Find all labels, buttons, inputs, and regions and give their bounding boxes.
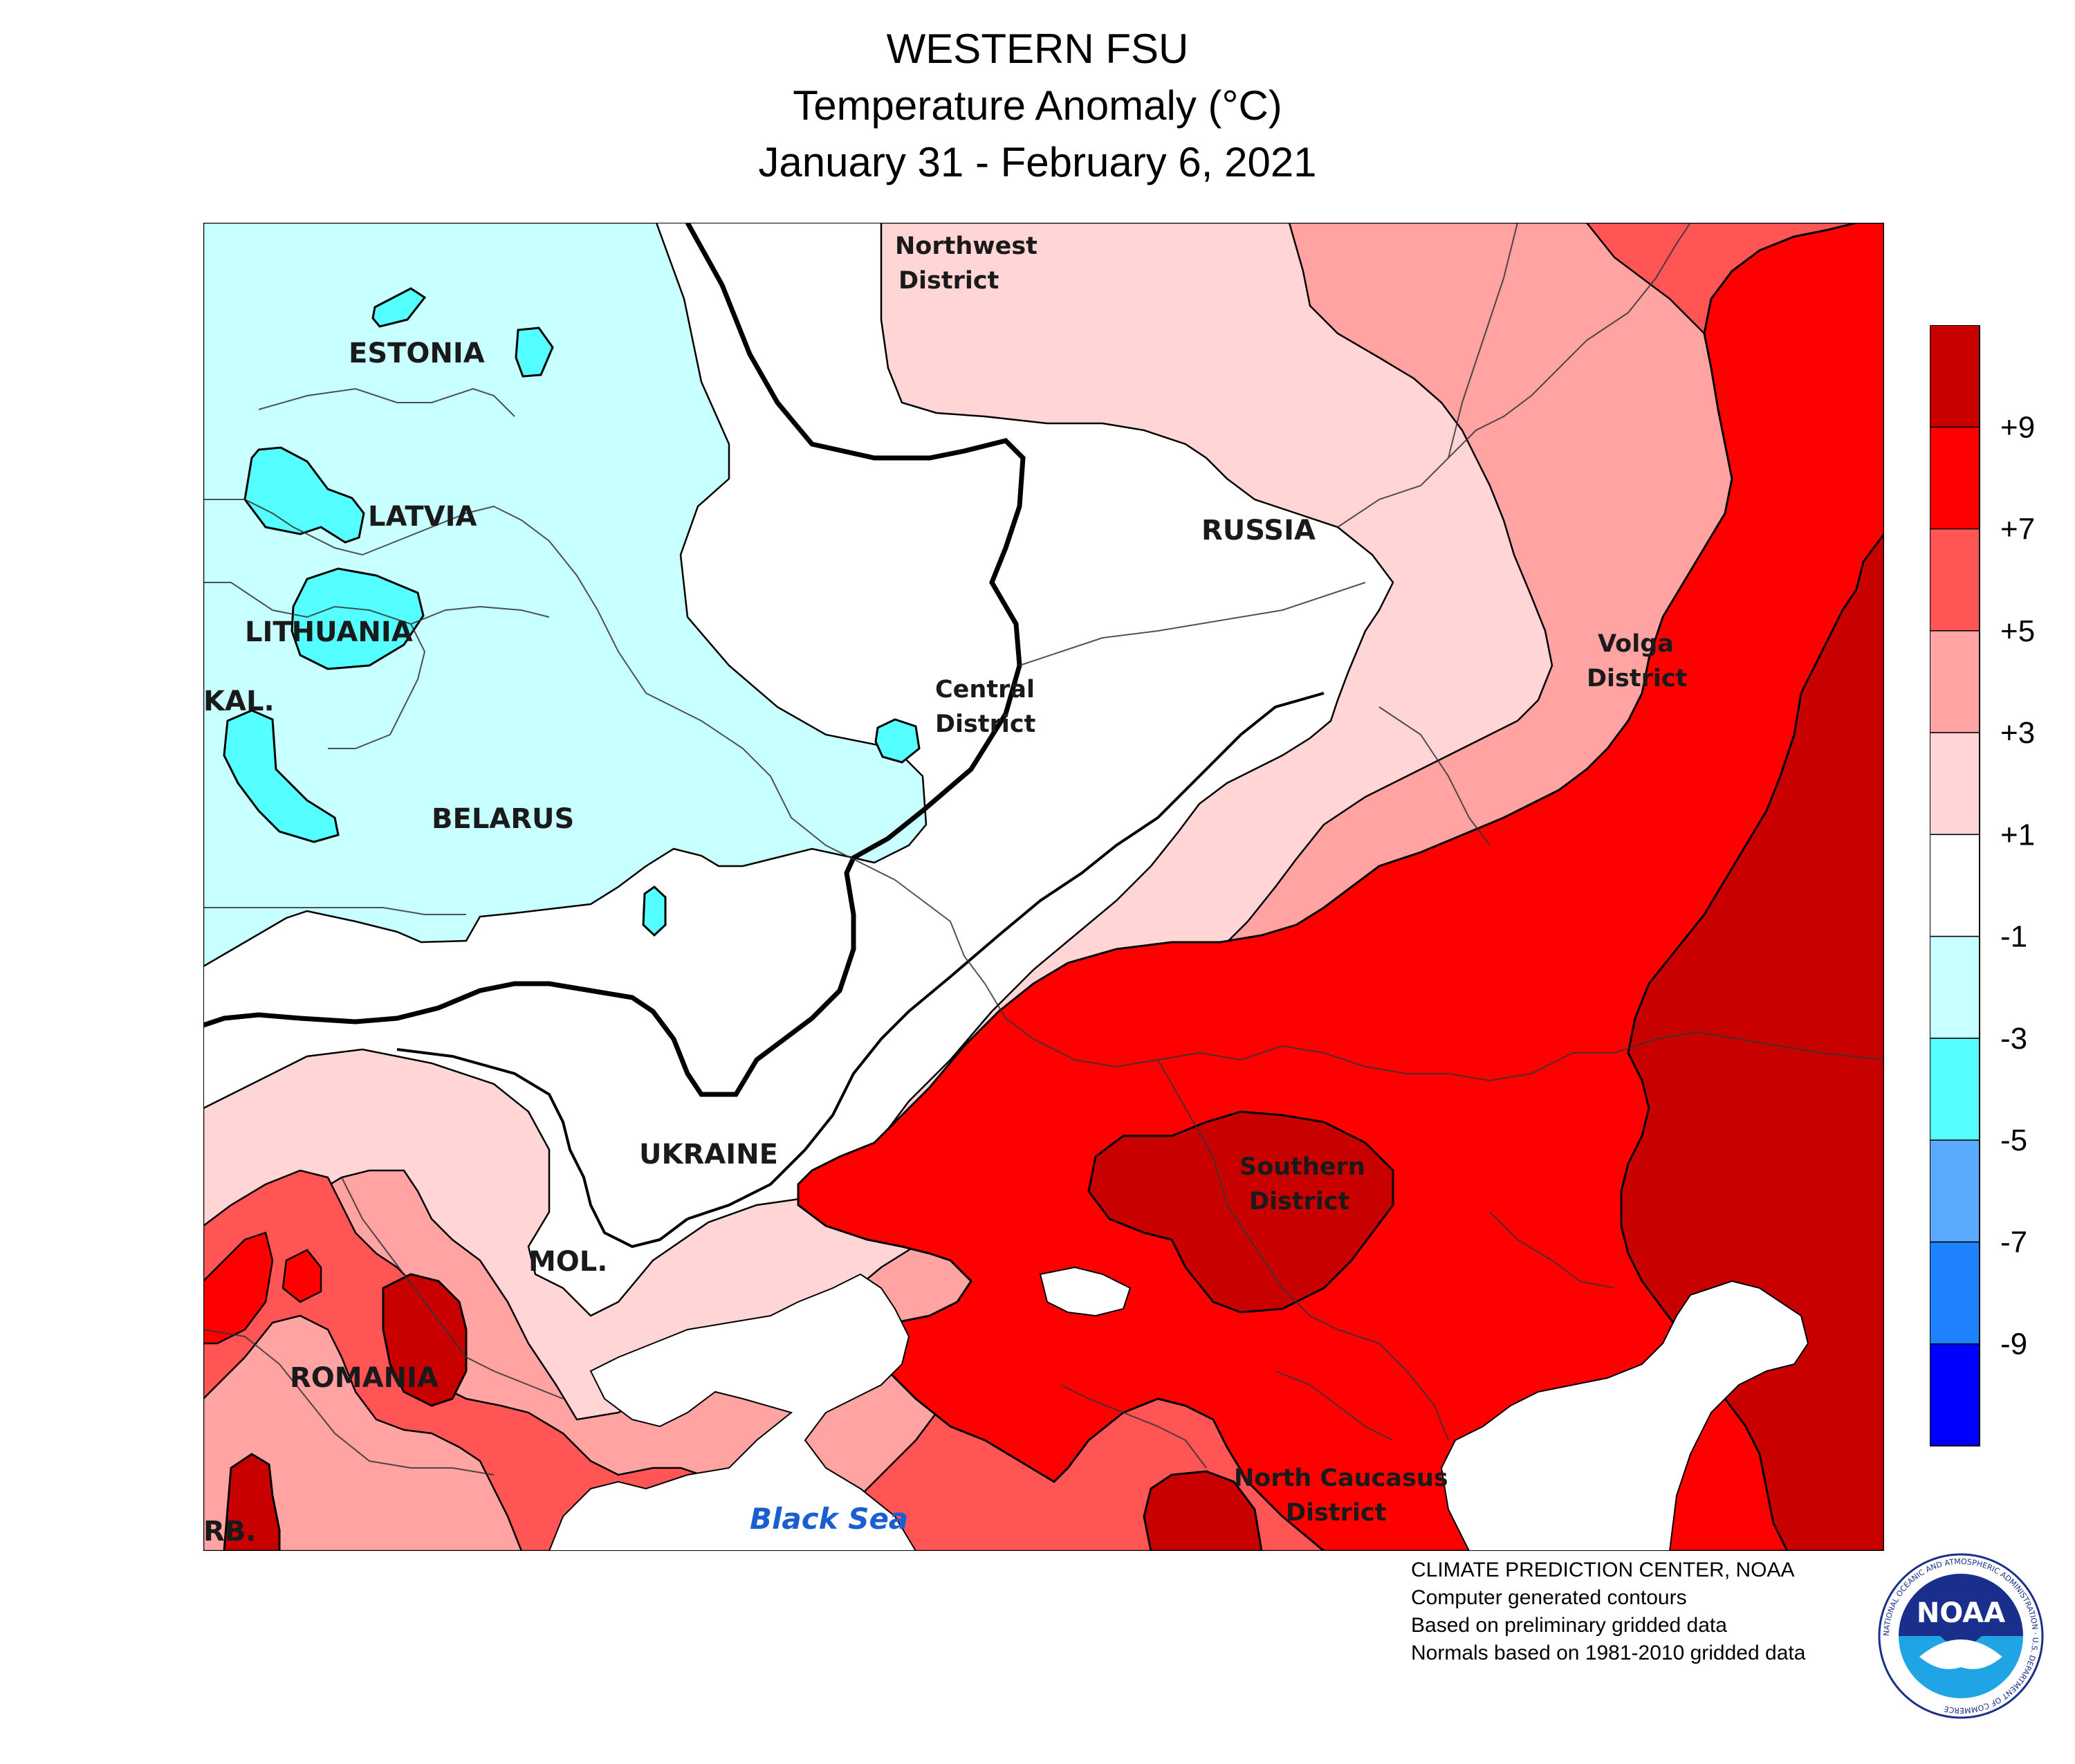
label-northwest-district-line1: Northwest (895, 232, 1038, 260)
label-serbia: RB. (203, 1516, 256, 1547)
legend-label: -5 (2000, 1123, 2027, 1157)
label-volga-district-line1: Volga (1598, 630, 1674, 658)
legend-label: -3 (2000, 1022, 2027, 1056)
legend-swatch (1930, 325, 1980, 428)
label-kaliningrad: KAL. (203, 686, 275, 717)
title-block: WESTERN FSU Temperature Anomaly (°C) Jan… (0, 21, 2075, 191)
legend-label: +9 (2000, 410, 2035, 444)
anomaly-pocket-romania (382, 1273, 468, 1407)
label-lithuania: LITHUANIA (245, 616, 413, 648)
legend-label: -7 (2000, 1225, 2027, 1259)
anomaly-pocket-latvia (243, 446, 365, 544)
anomaly-pocket-belarus-west (223, 709, 340, 843)
label-belarus: BELARUS (432, 803, 574, 835)
legend-swatch (1930, 528, 1980, 632)
label-romania: ROMANIA (290, 1362, 439, 1394)
credits: CLIMATE PREDICTION CENTER, NOAA Computer… (1411, 1556, 1805, 1667)
label-ukraine: UKRAINE (639, 1139, 778, 1170)
anomaly-pocket-romania-inner (282, 1249, 322, 1303)
label-southern-district-line2: District (1249, 1188, 1349, 1215)
legend-label: +5 (2000, 614, 2035, 648)
map-region-title: WESTERN FSU (886, 26, 1189, 72)
anomaly-pocket-southern (1087, 1110, 1394, 1314)
anomaly-pocket-serbia (223, 1453, 281, 1551)
credits-line-4: Normals based on 1981-2010 gridded data (1411, 1642, 1806, 1664)
legend-label: +3 (2000, 716, 2035, 750)
legend-label: -1 (2000, 920, 2027, 954)
caspian-sea (1440, 1280, 1809, 1551)
legend-label: +7 (2000, 513, 2035, 546)
label-north-caucasus-district-line2: District (1286, 1499, 1386, 1527)
anomaly-band-cold-light (203, 223, 928, 968)
label-volga-district-line2: District (1587, 665, 1687, 692)
label-latvia: LATVIA (368, 501, 477, 533)
black-sea (548, 1273, 917, 1551)
label-black-sea: Black Sea (750, 1502, 908, 1536)
anomaly-pocket-romania-east (203, 1231, 274, 1345)
map-variable-title: Temperature Anomaly (°C) (793, 82, 1282, 129)
contour-line-south (396, 1048, 689, 1249)
credits-line-2: Computer generated contours (1411, 1586, 1687, 1609)
legend-labels: +9 +7 +5 +3 +1 -1 -3 -5 -7 -9 (2000, 410, 2035, 1361)
label-central-district-line1: Central (935, 676, 1035, 704)
anomaly-pocket-belarus-south (642, 885, 667, 937)
legend-swatch (1930, 834, 1980, 937)
anomaly-map: ESTONIA LATVIA LITHUANIA KAL. BELARUS UK… (203, 223, 1884, 1551)
anomaly-pocket-central (874, 718, 921, 764)
legend-swatch (1930, 1343, 1980, 1446)
anomaly-pocket-estonia (371, 287, 427, 328)
label-russia: RUSSIA (1201, 515, 1316, 546)
legend-swatch (1930, 732, 1980, 836)
color-legend: +9 +7 +5 +3 +1 -1 -3 -5 -7 -9 (1930, 325, 2035, 1446)
legend-frame (1930, 325, 1980, 1446)
anomaly-pocket-estonia-east (515, 327, 554, 378)
label-north-caucasus-district-line1: North Caucasus (1234, 1464, 1448, 1492)
label-northwest-district-line2: District (898, 267, 999, 295)
legend-swatch (1930, 935, 1980, 1039)
anomaly-band-warm-strong (797, 223, 1884, 1551)
contour-line-north (203, 223, 1026, 1097)
sea-of-azov (1039, 1266, 1132, 1317)
legend-swatch (1930, 1139, 1980, 1243)
legend-swatch (1930, 630, 1980, 733)
legend-swatch (1930, 1241, 1980, 1345)
credits-line-1: CLIMATE PREDICTION CENTER, NOAA (1411, 1559, 1795, 1581)
noaa-logo-text: NOAA (1917, 1597, 2005, 1629)
legend-swatch (1930, 1038, 1980, 1141)
legend-swatches (1930, 325, 1980, 1446)
anomaly-pocket-north-caucasus (1143, 1470, 1263, 1551)
noaa-logo: NATIONAL OCEANIC AND ATMOSPHERIC ADMINIS… (1878, 1553, 2044, 1719)
label-estonia: ESTONIA (349, 338, 485, 369)
label-central-district-line2: District (935, 710, 1035, 738)
legend-label: -9 (2000, 1327, 2027, 1361)
credits-line-3: Based on preliminary gridded data (1411, 1614, 1727, 1637)
anomaly-band-warm-extreme-east (1620, 532, 1884, 1551)
border-lines (203, 223, 1884, 1476)
label-southern-district-line1: Southern (1239, 1153, 1365, 1181)
contour-line-central (687, 692, 1325, 1220)
map-date-range: January 31 - February 6, 2021 (758, 139, 1317, 185)
label-moldova: MOL. (528, 1246, 608, 1278)
legend-swatch (1930, 426, 1980, 530)
legend-label: +1 (2000, 818, 2035, 852)
